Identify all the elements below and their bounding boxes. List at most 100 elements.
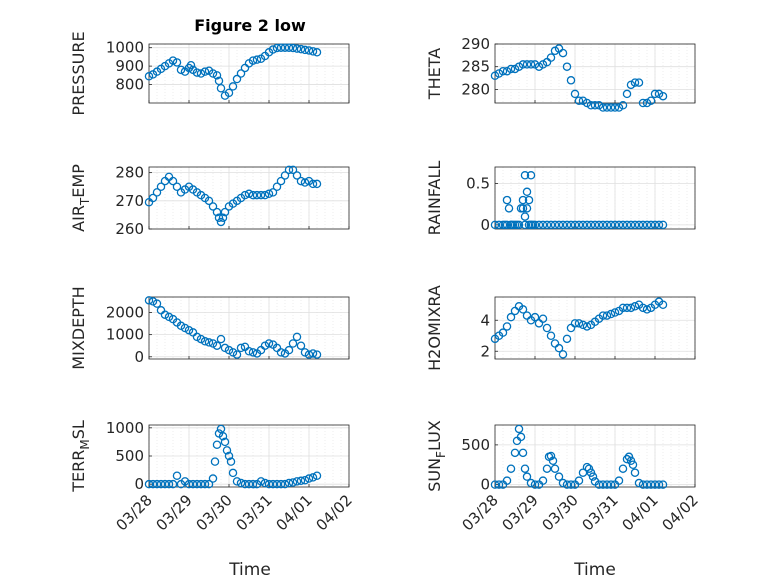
data-point [260,190,270,200]
data-point [538,220,548,230]
y-tick-label: 1000 [106,326,144,344]
x-tick-label: 03/28 [113,491,156,534]
y-tick-label: 4 [480,311,490,329]
axes-box [494,424,696,488]
data-point [606,220,616,230]
data-point [172,182,182,191]
data-point [658,300,668,309]
data-point [518,204,528,213]
data-point [212,207,222,217]
data-point [280,171,290,180]
data-point [590,101,600,110]
data-point [288,478,298,487]
data-point [650,480,660,489]
data-point [276,176,286,186]
data-point [574,96,584,105]
data-point [200,479,210,489]
data-point [520,220,530,230]
data-point [586,468,596,477]
data-point [186,60,196,70]
data-point [296,341,306,350]
y-tick-label: 2000 [106,304,144,322]
data-point [502,322,512,331]
data-point [260,478,270,488]
y-tick-label: 0.5 [466,175,490,193]
y-tick-label: 800 [115,76,144,94]
x-tick-label: 03/29 [499,491,542,534]
data-point [272,43,282,53]
data-point [252,55,262,64]
data-point [574,319,584,328]
data-point [168,176,178,186]
data-point [296,176,306,186]
data-point [264,189,274,199]
data-point [638,480,648,489]
data-point [642,480,652,489]
data-point [236,478,246,488]
y-tick-label: 2 [480,342,490,360]
plot-area [495,297,695,359]
x-tick-label: 04/01 [619,491,662,534]
data-point [498,328,508,337]
y-tick-label: 280 [461,80,490,98]
data-point [630,468,640,477]
data-point [526,220,536,230]
data-point [638,98,648,108]
data-point [144,72,154,81]
data-point [582,462,592,472]
data-point [490,220,500,230]
data-point [566,76,576,85]
x-tick-label: 03/31 [233,491,276,534]
data-point [218,432,228,441]
data-point [502,195,512,205]
data-point [622,89,632,99]
data-point [240,479,250,489]
y-tick-label: 290 [461,35,490,53]
panel-terrestrial-mean-sl: 0 500 1000 TERRMSL 03/2803/2903/3003/3104/01… [69,419,356,535]
data-point [228,82,238,91]
data-point [546,220,556,230]
data-point [156,479,166,489]
data-point [590,220,600,230]
data-point [152,299,162,308]
data-point [284,478,294,488]
data-point [626,456,636,466]
data-point [212,440,222,449]
data-point [574,220,584,230]
data-point [220,207,230,217]
data-point [602,103,612,112]
data-point [546,331,556,340]
data-point [244,346,254,356]
data-point [520,464,530,473]
data-point [148,193,158,203]
plot-area [495,44,695,103]
data-point [218,213,228,222]
data-point [224,451,234,461]
data-point [598,311,608,320]
data-point [658,91,668,101]
data-point [638,303,648,313]
data-point [574,476,584,485]
y-tick-label: 0 [134,475,144,493]
data-point [200,67,210,76]
data-point [582,220,592,230]
data-point [622,454,632,464]
data-point [160,479,170,489]
data-point [610,308,620,317]
data-point [312,471,322,480]
data-point [256,190,266,200]
data-point [240,190,250,200]
data-point [204,196,214,206]
data-point [216,334,226,344]
data-point [570,89,580,99]
data-point [646,96,656,105]
x-tick-label: 03/31 [579,491,622,534]
data-point [252,190,262,200]
data-point [288,165,298,175]
data-point [276,43,286,52]
data-point [216,217,226,227]
data-point [308,349,318,358]
data-point [192,479,202,489]
